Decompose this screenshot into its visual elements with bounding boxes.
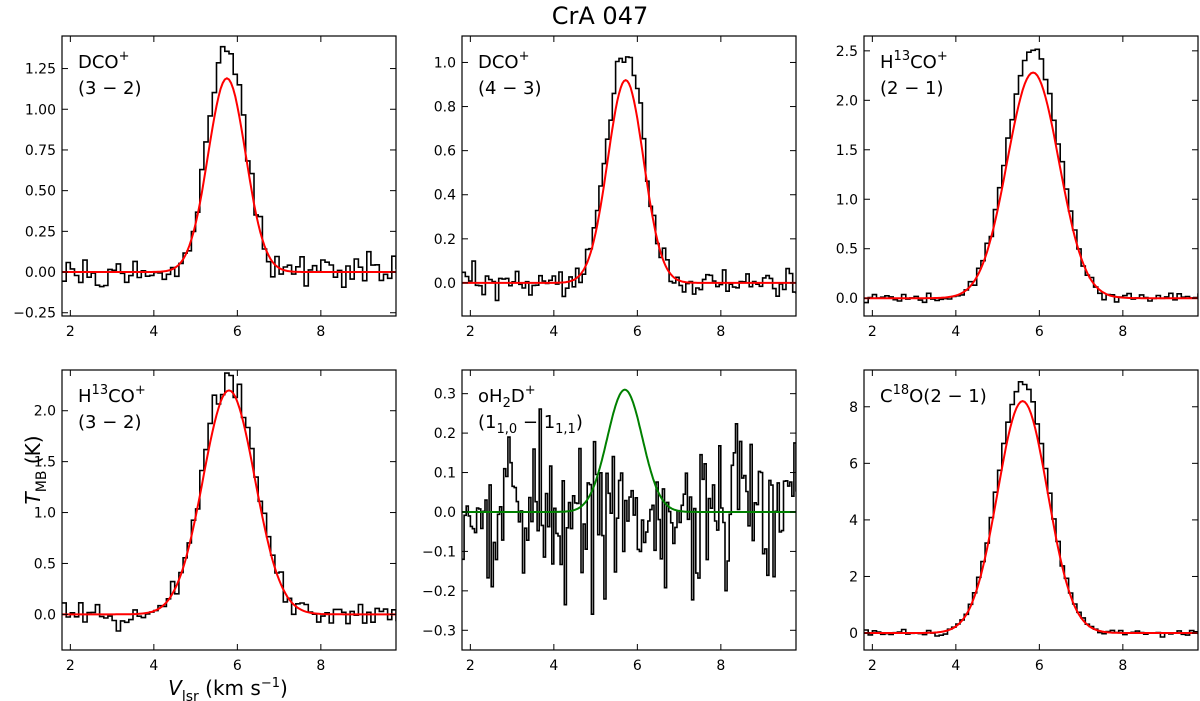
observed-spectrum — [62, 45, 396, 288]
panel-label: H13CO+ — [78, 383, 146, 407]
y-tick-label: 2.0 — [836, 93, 858, 109]
y-tick-label: 0.1 — [434, 466, 456, 482]
x-tick-label: 8 — [716, 324, 725, 340]
panel-label: (4 − 3) — [478, 78, 541, 99]
y-tick-label: 0.0 — [434, 276, 456, 292]
x-tick-label: 2 — [466, 324, 475, 340]
plot-frame — [61, 369, 397, 651]
observed-spectrum — [462, 56, 796, 302]
fit-curve — [864, 71, 1198, 300]
panel-label: H13CO+ — [880, 49, 948, 73]
x-tick-label: 4 — [549, 658, 558, 674]
y-tick-label: 0.5 — [836, 242, 858, 258]
panel-3: 2 4 6 8 0.0 0.5 1.0 1.5 2.0 2.5 H13CO+ (2 − 1) — [836, 35, 1199, 340]
x-tick-label: 8 — [716, 658, 725, 674]
fit-curve — [62, 389, 396, 616]
y-tick-label: 0.25 — [25, 224, 56, 240]
x-tick-label: 2 — [66, 658, 75, 674]
x-tick-label: 6 — [1035, 324, 1044, 340]
plot-frame — [461, 369, 797, 651]
y-tick-label: 1.25 — [25, 62, 56, 78]
panel-label: C18O(2 − 1) — [880, 383, 987, 407]
y-tick-label: 0.6 — [434, 144, 456, 160]
y-tick-label: 2.0 — [34, 404, 56, 420]
y-tick-label: 0.2 — [434, 426, 456, 442]
x-tick-label: 4 — [549, 324, 558, 340]
plot-frame — [863, 35, 1199, 317]
y-tick-label: 0.3 — [434, 387, 456, 403]
y-tick-label: 0.0 — [836, 291, 858, 307]
y-tick-label: 2.5 — [836, 44, 858, 60]
observed-spectrum — [62, 372, 396, 632]
x-tick-label: 4 — [149, 658, 158, 674]
y-tick-label: 0.2 — [434, 232, 456, 248]
x-axis-label: Vlsr (km s−1) — [168, 676, 288, 701]
y-tick-label: 0 — [849, 626, 858, 642]
x-tick-label: 4 — [951, 324, 960, 340]
x-tick-label: 8 — [1118, 658, 1127, 674]
y-tick-label: 0.00 — [25, 265, 56, 281]
y-tick-label: −0.3 — [422, 623, 456, 639]
y-tick-label: 1.5 — [836, 143, 858, 159]
fit-curve — [864, 400, 1198, 634]
plot-frame — [461, 35, 797, 317]
x-tick-label: 6 — [1035, 658, 1044, 674]
y-tick-label: 8 — [849, 400, 858, 416]
panel-label: DCO+ — [78, 49, 130, 73]
y-tick-label: −0.2 — [422, 584, 456, 600]
y-tick-label: −0.25 — [13, 306, 56, 322]
panel-label: (2 − 1) — [880, 78, 943, 99]
y-tick-label: 1.5 — [34, 455, 56, 471]
y-tick-label: 0.5 — [34, 556, 56, 572]
x-tick-label: 6 — [633, 324, 642, 340]
x-tick-label: 2 — [466, 658, 475, 674]
panel-label: (3 − 2) — [78, 412, 141, 433]
x-tick-label: 6 — [233, 324, 242, 340]
y-tick-label: 0.4 — [434, 188, 456, 204]
y-axis-label: TMB (K) — [21, 436, 50, 505]
y-tick-label: 1.0 — [836, 192, 858, 208]
x-tick-label: 2 — [868, 324, 877, 340]
panel-1: 2 4 6 8 −0.25 0.00 0.25 0.50 0.75 1.00 1.25 DCO+ (3 … — [13, 35, 397, 340]
y-tick-label: 0.8 — [434, 100, 456, 116]
y-tick-label: 1.00 — [25, 102, 56, 118]
panel-label: oH2D+ — [478, 383, 536, 411]
y-tick-label: 0.0 — [434, 505, 456, 521]
y-tick-label: 1.0 — [434, 55, 456, 71]
x-tick-label: 6 — [633, 658, 642, 674]
figure-title: CrA 047 — [552, 2, 648, 30]
panels: 2 4 6 8−0.250.000.250.500.751.001.25 DCO+(3 … — [13, 35, 1199, 674]
fit-curve — [462, 78, 796, 284]
y-tick-label: 0.50 — [25, 184, 56, 200]
y-tick-label: 0.0 — [34, 607, 56, 623]
x-tick-label: 8 — [316, 658, 325, 674]
y-tick-label: −0.1 — [422, 544, 456, 560]
panel-5: 2 4 6 8 −0.3 −0.2 −0.1 0.0 0.1 0.2 0.3 oH2D+(11,0 −… — [422, 369, 797, 674]
panel-label: DCO+ — [478, 49, 530, 73]
x-tick-label: 8 — [316, 324, 325, 340]
y-tick-label: 4 — [849, 513, 858, 529]
y-tick-label: 2 — [849, 569, 858, 585]
x-tick-label: 4 — [951, 658, 960, 674]
x-tick-label: 2 — [868, 658, 877, 674]
y-tick-label: 1.0 — [34, 506, 56, 522]
x-tick-label: 6 — [233, 658, 242, 674]
fit-curve — [62, 77, 396, 273]
panel-label: (3 − 2) — [78, 78, 141, 99]
x-tick-label: 2 — [66, 324, 75, 340]
panel-4: 2 4 6 8 0.0 0.5 1.0 1.5 2.0 H13CO+ (3 − 2) — [34, 369, 397, 674]
panel-label: (11,0 − 11,1) — [478, 412, 583, 437]
panel-2: 2 4 6 8 0.0 0.2 0.4 0.6 0.8 1.0 DCO+ (4 − 3) — [434, 35, 797, 340]
y-tick-label: 0.75 — [25, 143, 56, 159]
x-tick-label: 8 — [1118, 324, 1127, 340]
x-tick-label: 4 — [149, 324, 158, 340]
plot-frame — [863, 369, 1199, 651]
plot-frame — [61, 35, 397, 317]
y-tick-label: 6 — [849, 456, 858, 472]
fit-curve — [462, 388, 796, 513]
